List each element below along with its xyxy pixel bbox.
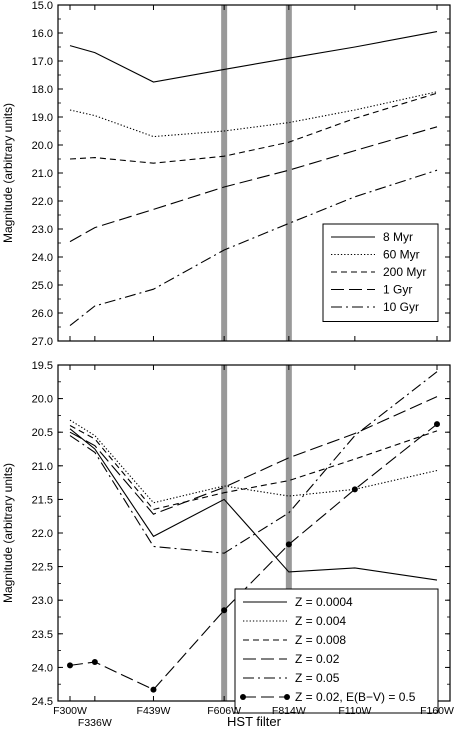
series-point xyxy=(67,662,73,669)
highlight-bar-f606w xyxy=(221,365,228,701)
series-line xyxy=(69,419,438,504)
legend-marker xyxy=(240,694,246,700)
y-tick-label: 20.0 xyxy=(32,394,53,406)
y-tick-label: 23.5 xyxy=(32,629,53,641)
y-tick-label: 19.0 xyxy=(32,112,53,124)
x-tick-label: F110W xyxy=(338,705,371,717)
y-tick-label: 21.0 xyxy=(32,168,53,180)
series-line xyxy=(69,169,438,327)
legend-label: 8 Myr xyxy=(383,230,413,244)
legend-label: 200 Myr xyxy=(383,265,426,279)
legend-label: Z = 0.02 xyxy=(295,652,340,666)
y-tick-label: 20.5 xyxy=(32,427,53,439)
series-line xyxy=(69,371,438,554)
legend: 8 Myr 60 Myr 200 Myr 1 Gyr 10 Gyr xyxy=(322,223,439,322)
series-line xyxy=(69,31,438,83)
legend-label: Z = 0.02, E(B−V) = 0.5 xyxy=(295,690,416,704)
y-axis-label: Magnitude (arbitrary units) xyxy=(1,463,15,603)
y-tick-label: 22.5 xyxy=(32,562,53,574)
bottom-panel: 19.5 20.0 20.5 21.0 21.5 22.0 22.5 23.0 23.5 24.0… xyxy=(1,360,451,714)
highlight-bar-f814w xyxy=(285,365,292,701)
series-line xyxy=(69,396,438,515)
series-point xyxy=(351,486,358,493)
y-tick-label: 22.0 xyxy=(32,528,53,540)
y-tick-label: 15.0 xyxy=(32,0,53,12)
x-tick-label: F606W xyxy=(207,705,241,717)
x-axis-label: HST filter xyxy=(227,714,282,729)
legend-label: Z = 0.008 xyxy=(295,633,346,647)
y-tick-label: 23.0 xyxy=(32,224,53,236)
series-point xyxy=(150,686,157,693)
y-tick-label: 24.0 xyxy=(32,252,53,264)
y-tick-label: 25.0 xyxy=(32,280,53,292)
y-tick-label: 18.0 xyxy=(32,84,53,96)
y-tick-label: 19.5 xyxy=(32,360,53,372)
highlight-bar-f814w xyxy=(285,5,292,341)
y-tick-label: 17.0 xyxy=(32,56,53,68)
y-tick-label: 27.0 xyxy=(32,336,53,348)
x-tick-label: F336W xyxy=(78,717,112,729)
series-point xyxy=(91,659,98,666)
series-line xyxy=(69,126,438,243)
y-tick-label: 23.0 xyxy=(32,595,53,607)
x-tick-label: F814W xyxy=(272,705,306,717)
x-tick-label: F160W xyxy=(420,705,454,717)
y-tick-label: 21.0 xyxy=(32,461,53,473)
legend-box xyxy=(322,223,439,322)
y-axis-label: Magnitude (arbitrary units) xyxy=(1,103,15,243)
y-tick-label: 20.0 xyxy=(32,140,53,152)
y-tick-label: 24.5 xyxy=(32,696,53,708)
highlight-bar-f606w xyxy=(221,5,228,341)
y-tick-label: 16.0 xyxy=(32,28,53,40)
legend-label: 1 Gyr xyxy=(383,283,412,297)
legend-label: Z = 0.05 xyxy=(295,671,340,685)
series-point xyxy=(221,607,228,614)
legend: Z = 0.0004 Z = 0.004 Z = 0.008 Z = 0.02 Z = … xyxy=(234,588,439,714)
series-point xyxy=(434,421,440,428)
y-tick-label: 22.0 xyxy=(32,196,53,208)
y-tick-label: 24.0 xyxy=(32,662,53,674)
top-panel: 15.0 16.0 17.0 18.0 19.0 20.0 21.0 22.0 23.0 24.0… xyxy=(1,0,451,348)
legend-label: Z = 0.0004 xyxy=(295,595,353,609)
legend-label: 10 Gyr xyxy=(383,300,419,314)
series-line xyxy=(69,424,438,511)
y-tick-label: 26.0 xyxy=(32,308,53,320)
legend-label: Z = 0.004 xyxy=(295,614,346,628)
x-tick-label: F300W xyxy=(53,705,87,717)
series-line xyxy=(69,428,438,581)
series-line xyxy=(69,91,438,138)
legend-label: 60 Myr xyxy=(383,248,420,262)
x-tick-label: F439W xyxy=(137,705,171,717)
series-point xyxy=(285,541,292,548)
legend-box xyxy=(234,588,439,714)
series-line xyxy=(69,92,438,164)
y-tick-label: 21.5 xyxy=(32,494,53,506)
legend-marker xyxy=(284,694,290,700)
